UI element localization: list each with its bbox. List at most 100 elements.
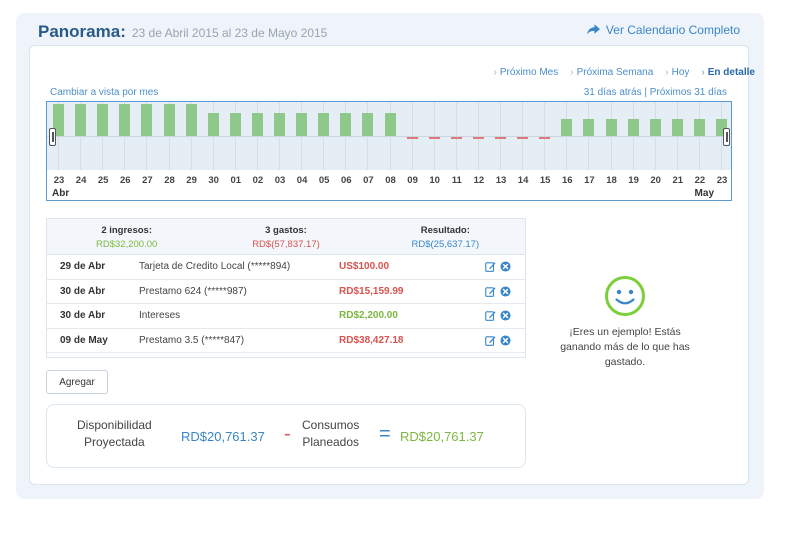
timeline-gridline bbox=[345, 102, 347, 170]
timeline-day-label: 27 bbox=[142, 175, 153, 186]
edit-icon[interactable] bbox=[485, 335, 496, 346]
timeline-positive-bar[interactable] bbox=[163, 104, 175, 136]
timeline-gridline bbox=[58, 102, 59, 170]
planned-label: Consumos Planeados bbox=[302, 417, 359, 451]
timeline-negative-marker[interactable] bbox=[450, 137, 462, 139]
remove-icon[interactable] bbox=[500, 310, 511, 321]
remove-icon[interactable] bbox=[500, 286, 511, 297]
timeline-positive-bar[interactable] bbox=[75, 104, 87, 136]
switch-to-month-view-link[interactable]: Cambiar a vista por mes bbox=[50, 87, 159, 98]
next-month-link[interactable]: › Próximo Mes bbox=[494, 67, 559, 78]
timeline-positive-bar[interactable] bbox=[53, 104, 64, 136]
timeline-day-label: 05 bbox=[318, 175, 330, 186]
full-calendar-label: Ver Calendario Completo bbox=[605, 23, 740, 37]
timeline-positive-bar[interactable] bbox=[716, 119, 727, 136]
timeline-negative-marker[interactable] bbox=[428, 137, 440, 139]
row-description: Prestamo 624 (*****987) bbox=[139, 285, 247, 297]
edit-icon[interactable] bbox=[485, 261, 496, 273]
date-range-subtitle: 23 de Abril 2015 al 23 de Mayo 2015 bbox=[131, 26, 328, 40]
timeline-day-label: 17 bbox=[584, 175, 595, 186]
result-summary: Resultado: RD$(25,637.17) bbox=[366, 219, 525, 254]
timeline-day-label: 18 bbox=[606, 175, 617, 186]
table-row[interactable]: 30 de Abr Intereses RD$2,200.00 bbox=[47, 304, 525, 329]
timeline-positive-bar[interactable] bbox=[384, 113, 396, 136]
timeline-positive-bar[interactable] bbox=[561, 119, 573, 136]
remove-icon[interactable] bbox=[500, 261, 511, 272]
row-actions bbox=[485, 286, 511, 297]
timeline-day-label: 19 bbox=[628, 175, 639, 186]
timeline-day-label: 06 bbox=[341, 175, 352, 186]
full-calendar-link[interactable]: Ver Calendario Completo bbox=[586, 23, 740, 37]
table-row[interactable]: 29 de Abr Tarjeta de Credito Local (*****… bbox=[47, 255, 525, 280]
timeline-gridline bbox=[168, 102, 170, 170]
timeline-positive-bar[interactable] bbox=[274, 113, 285, 136]
timeline-positive-bar[interactable] bbox=[207, 113, 219, 136]
timeline-positive-bar[interactable] bbox=[649, 119, 661, 136]
table-row[interactable]: 09 de May Prestamo 3.5 (*****847) RD$38,42… bbox=[47, 329, 525, 353]
timeline-negative-marker[interactable] bbox=[495, 137, 506, 139]
timeline-day-label: 23 bbox=[53, 175, 65, 186]
days-range-links: 31 días atrás | Próximos 31 días bbox=[584, 87, 727, 98]
row-amount: RD$38,427.18 bbox=[339, 334, 404, 346]
transactions-table: 2 ingresos: RD$32,200.00 3 gastos: RD$(5… bbox=[46, 218, 526, 358]
timeline-positive-bar[interactable] bbox=[318, 113, 330, 136]
timeline-gridline bbox=[676, 102, 678, 170]
timeline-positive-bar[interactable] bbox=[229, 113, 241, 136]
timeline-gridline bbox=[721, 102, 722, 170]
expense-label: 3 gastos: bbox=[265, 225, 307, 236]
edit-icon[interactable] bbox=[485, 286, 496, 297]
balance-timeline[interactable]: Abr May 23 24 25 26 27 28 29 30 01 02 03 04 05 06 07 08… bbox=[46, 101, 732, 201]
days-back-link[interactable]: 31 días atrás bbox=[583, 87, 642, 98]
row-date: 30 de Abr bbox=[60, 310, 106, 322]
timeline-positive-bar[interactable] bbox=[119, 104, 131, 136]
panorama-header: Panorama: 23 de Abril 2015 al 23 de Mayo… bbox=[38, 22, 327, 42]
timeline-month-start: Abr bbox=[52, 188, 70, 199]
timeline-positive-bar[interactable] bbox=[605, 119, 617, 136]
timeline-positive-bar[interactable] bbox=[141, 104, 153, 136]
timeline-gridline bbox=[610, 102, 612, 170]
available-label-line1: Disponibilidad bbox=[77, 418, 152, 432]
timeline-positive-bar[interactable] bbox=[693, 119, 705, 136]
chevron-right-icon: › bbox=[493, 67, 497, 78]
chevron-right-icon: › bbox=[665, 67, 669, 78]
projection-result: RD$20,761.37 bbox=[400, 429, 484, 444]
timeline-positive-bar[interactable] bbox=[340, 113, 352, 136]
timeline-positive-bar[interactable] bbox=[251, 113, 263, 136]
timeline-gridline bbox=[102, 102, 104, 170]
timeline-positive-bar[interactable] bbox=[583, 119, 595, 136]
chevron-right-icon: › bbox=[570, 67, 574, 78]
next-week-link[interactable]: › Próxima Semana bbox=[570, 67, 653, 78]
table-row[interactable]: 30 de Abr Prestamo 624 (*****987) RD$15,15… bbox=[47, 280, 525, 304]
income-value: RD$32,200.00 bbox=[96, 239, 158, 250]
timeline-gridline bbox=[522, 102, 524, 170]
timeline-positive-bar[interactable] bbox=[362, 113, 374, 136]
edit-icon[interactable] bbox=[485, 310, 496, 322]
remove-icon[interactable] bbox=[500, 335, 511, 346]
add-button[interactable]: Agregar bbox=[46, 370, 108, 394]
timeline-negative-marker[interactable] bbox=[472, 137, 484, 139]
timeline-positive-bar[interactable] bbox=[97, 104, 109, 136]
timeline-left-handle[interactable] bbox=[49, 128, 56, 146]
today-link[interactable]: › Hoy bbox=[665, 67, 689, 78]
detail-label: En detalle bbox=[707, 67, 755, 78]
timeline-positive-bar[interactable] bbox=[296, 113, 308, 136]
timeline-day-label: 16 bbox=[562, 175, 573, 186]
timeline-right-handle[interactable] bbox=[723, 128, 730, 146]
income-summary: 2 ingresos: RD$32,200.00 bbox=[47, 219, 206, 254]
timeline-day-label: 11 bbox=[451, 175, 462, 186]
timeline-negative-marker[interactable] bbox=[517, 137, 529, 139]
timeline-negative-marker[interactable] bbox=[406, 137, 418, 139]
timeline-gridline bbox=[477, 102, 479, 170]
timeline-positive-bar[interactable] bbox=[185, 104, 197, 136]
timeline-day-label: 01 bbox=[230, 175, 242, 186]
timeline-positive-bar[interactable] bbox=[627, 119, 639, 136]
detail-link[interactable]: › En detalle bbox=[701, 67, 755, 78]
timeline-gridline bbox=[588, 102, 590, 170]
days-forward-link[interactable]: Próximos 31 días bbox=[649, 87, 727, 98]
timeline-gridline bbox=[323, 102, 325, 170]
timeline-negative-marker[interactable] bbox=[539, 137, 551, 139]
timeline-positive-bar[interactable] bbox=[671, 119, 683, 136]
feedback-text: ¡Eres un ejemplo! Estás ganando más de l… bbox=[545, 325, 705, 370]
timeline-gridline bbox=[698, 102, 700, 170]
timeline-day-label: 24 bbox=[75, 175, 87, 186]
